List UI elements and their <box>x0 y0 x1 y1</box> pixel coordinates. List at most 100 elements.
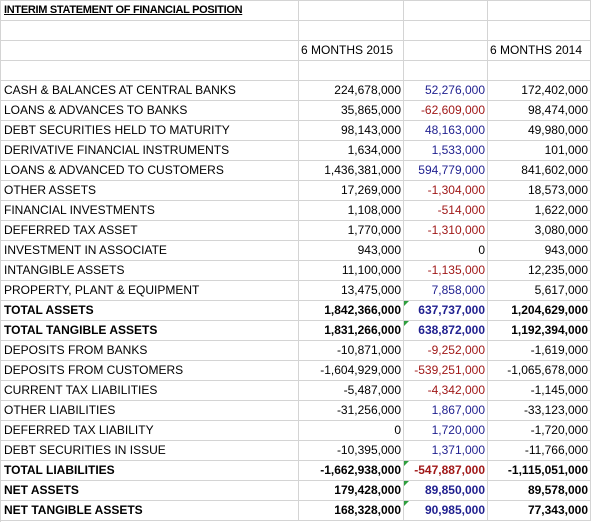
value-2014-cell[interactable]: 89,578,000 <box>488 481 591 501</box>
value-2014-cell[interactable]: -11,766,000 <box>488 441 591 461</box>
row-label[interactable]: INVESTMENT IN ASSOCIATE <box>1 241 299 261</box>
row-label[interactable]: DEFERRED TAX LIABILITY <box>1 421 299 441</box>
change-cell[interactable]: 52,276,000 <box>404 81 488 101</box>
value-2015-cell[interactable]: 17,269,000 <box>299 181 404 201</box>
value-2014-cell[interactable]: 1,204,629,000 <box>488 301 591 321</box>
row-label[interactable]: OTHER ASSETS <box>1 181 299 201</box>
value-2015-cell[interactable]: -31,256,000 <box>299 401 404 421</box>
value-2015-cell[interactable]: 943,000 <box>299 241 404 261</box>
empty-cell[interactable] <box>404 1 488 21</box>
change-cell[interactable]: 7,858,000 <box>404 281 488 301</box>
row-label[interactable]: TOTAL TANGIBLE ASSETS <box>1 321 299 341</box>
change-cell[interactable]: -62,609,000 <box>404 101 488 121</box>
value-2014-cell[interactable]: 101,000 <box>488 141 591 161</box>
row-label[interactable]: DERIVATIVE FINANCIAL INSTRUMENTS <box>1 141 299 161</box>
empty-cell[interactable] <box>488 1 591 21</box>
row-label[interactable]: CURRENT TAX LIABILITIES <box>1 381 299 401</box>
row-label[interactable]: DEBT SECURITIES IN ISSUE <box>1 441 299 461</box>
value-2014-cell[interactable]: 1,622,000 <box>488 201 591 221</box>
value-2014-cell[interactable]: 3,080,000 <box>488 221 591 241</box>
row-label[interactable]: NET TANGIBLE ASSETS <box>1 501 299 521</box>
row-label[interactable]: LOANS & ADVANCES TO BANKS <box>1 101 299 121</box>
change-cell[interactable]: -539,251,000 <box>404 361 488 381</box>
change-cell[interactable]: 90,985,000 <box>404 501 488 521</box>
row-label[interactable]: TOTAL ASSETS <box>1 301 299 321</box>
row-label[interactable]: NET ASSETS <box>1 481 299 501</box>
value-2015-cell[interactable]: 0 <box>299 421 404 441</box>
empty-cell[interactable] <box>299 1 404 21</box>
change-cell[interactable]: -9,252,000 <box>404 341 488 361</box>
row-label[interactable]: CASH & BALANCES AT CENTRAL BANKS <box>1 81 299 101</box>
value-2014-cell[interactable]: -1,115,051,000 <box>488 461 591 481</box>
value-2014-cell[interactable]: -1,145,000 <box>488 381 591 401</box>
statement-title[interactable]: INTERIM STATEMENT OF FINANCIAL POSITION <box>1 1 299 21</box>
empty-cell[interactable] <box>299 61 404 81</box>
change-cell[interactable]: 637,737,000 <box>404 301 488 321</box>
row-label[interactable]: OTHER LIABILITIES <box>1 401 299 421</box>
header-6-months-2014[interactable]: 6 MONTHS 2014 <box>488 41 591 61</box>
empty-cell[interactable] <box>1 61 299 81</box>
value-2014-cell[interactable]: 49,980,000 <box>488 121 591 141</box>
value-2015-cell[interactable]: 1,634,000 <box>299 141 404 161</box>
value-2015-cell[interactable]: 224,678,000 <box>299 81 404 101</box>
row-label[interactable]: INTANGIBLE ASSETS <box>1 261 299 281</box>
change-cell[interactable]: 0 <box>404 241 488 261</box>
value-2015-cell[interactable]: 1,436,381,000 <box>299 161 404 181</box>
row-label[interactable]: TOTAL LIABILITIES <box>1 461 299 481</box>
value-2015-cell[interactable]: -10,395,000 <box>299 441 404 461</box>
value-2014-cell[interactable]: -1,619,000 <box>488 341 591 361</box>
value-2015-cell[interactable]: -1,604,929,000 <box>299 361 404 381</box>
change-cell[interactable]: -1,135,000 <box>404 261 488 281</box>
value-2015-cell[interactable]: -5,487,000 <box>299 381 404 401</box>
change-cell[interactable]: 48,163,000 <box>404 121 488 141</box>
value-2015-cell[interactable]: 13,475,000 <box>299 281 404 301</box>
change-cell[interactable]: 1,720,000 <box>404 421 488 441</box>
change-cell[interactable]: -4,342,000 <box>404 381 488 401</box>
empty-cell[interactable] <box>404 41 488 61</box>
value-2015-cell[interactable]: 35,865,000 <box>299 101 404 121</box>
empty-cell[interactable] <box>488 21 591 41</box>
row-label[interactable]: DEPOSITS FROM CUSTOMERS <box>1 361 299 381</box>
row-label[interactable]: DEBT SECURITIES HELD TO MATURITY <box>1 121 299 141</box>
value-2014-cell[interactable]: 1,192,394,000 <box>488 321 591 341</box>
value-2014-cell[interactable]: -33,123,000 <box>488 401 591 421</box>
value-2015-cell[interactable]: 168,328,000 <box>299 501 404 521</box>
header-6-months-2015[interactable]: 6 MONTHS 2015 <box>299 41 404 61</box>
value-2015-cell[interactable]: 1,842,366,000 <box>299 301 404 321</box>
value-2015-cell[interactable]: 11,100,000 <box>299 261 404 281</box>
value-2014-cell[interactable]: 5,617,000 <box>488 281 591 301</box>
empty-cell[interactable] <box>1 41 299 61</box>
change-cell[interactable]: -1,310,000 <box>404 221 488 241</box>
value-2015-cell[interactable]: 1,831,266,000 <box>299 321 404 341</box>
value-2014-cell[interactable]: 98,474,000 <box>488 101 591 121</box>
change-cell[interactable]: 594,779,000 <box>404 161 488 181</box>
change-cell[interactable]: -1,304,000 <box>404 181 488 201</box>
value-2015-cell[interactable]: 179,428,000 <box>299 481 404 501</box>
value-2015-cell[interactable]: 98,143,000 <box>299 121 404 141</box>
row-label[interactable]: LOANS & ADVANCED TO CUSTOMERS <box>1 161 299 181</box>
row-label[interactable]: PROPERTY, PLANT & EQUIPMENT <box>1 281 299 301</box>
value-2015-cell[interactable]: -10,871,000 <box>299 341 404 361</box>
change-cell[interactable]: -514,000 <box>404 201 488 221</box>
value-2014-cell[interactable]: -1,720,000 <box>488 421 591 441</box>
value-2014-cell[interactable]: 12,235,000 <box>488 261 591 281</box>
value-2014-cell[interactable]: 18,573,000 <box>488 181 591 201</box>
change-cell[interactable]: 1,867,000 <box>404 401 488 421</box>
empty-cell[interactable] <box>488 61 591 81</box>
empty-cell[interactable] <box>404 21 488 41</box>
value-2014-cell[interactable]: 841,602,000 <box>488 161 591 181</box>
empty-cell[interactable] <box>299 21 404 41</box>
row-label[interactable]: FINANCIAL INVESTMENTS <box>1 201 299 221</box>
value-2014-cell[interactable]: -1,065,678,000 <box>488 361 591 381</box>
row-label[interactable]: DEFERRED TAX ASSET <box>1 221 299 241</box>
empty-cell[interactable] <box>1 21 299 41</box>
value-2015-cell[interactable]: -1,662,938,000 <box>299 461 404 481</box>
value-2014-cell[interactable]: 943,000 <box>488 241 591 261</box>
row-label[interactable]: DEPOSITS FROM BANKS <box>1 341 299 361</box>
change-cell[interactable]: 638,872,000 <box>404 321 488 341</box>
value-2015-cell[interactable]: 1,770,000 <box>299 221 404 241</box>
value-2014-cell[interactable]: 77,343,000 <box>488 501 591 521</box>
change-cell[interactable]: 89,850,000 <box>404 481 488 501</box>
value-2015-cell[interactable]: 1,108,000 <box>299 201 404 221</box>
change-cell[interactable]: -547,887,000 <box>404 461 488 481</box>
